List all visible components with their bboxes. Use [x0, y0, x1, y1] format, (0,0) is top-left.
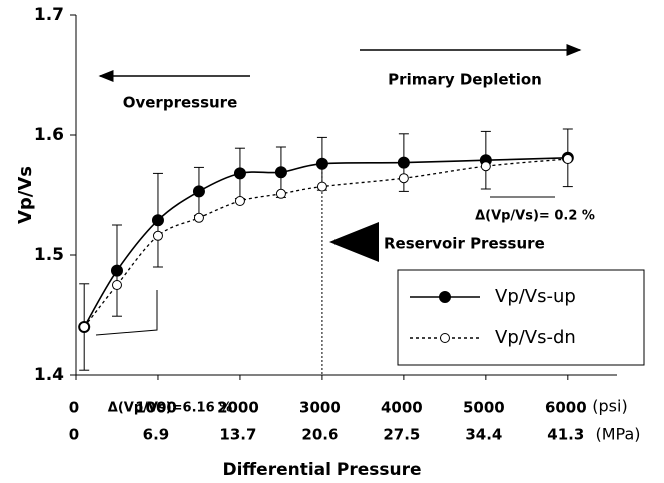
- annotation: Overpressure: [123, 94, 238, 112]
- x2-tick-label: 34.4: [465, 426, 502, 444]
- point: [193, 212, 204, 223]
- y-axis-label: Vp/Vs: [15, 166, 36, 224]
- x-tick-label: 3000: [299, 399, 341, 417]
- x2-tick-label: 13.7: [219, 426, 256, 444]
- point: [316, 181, 327, 192]
- x-tick-label: 1000: [135, 399, 177, 417]
- x-tick-label: 2000: [217, 399, 259, 417]
- annotation: Primary Depletion: [388, 71, 542, 89]
- x-unit: (psi): [592, 397, 627, 416]
- point: [79, 322, 90, 332]
- x2-tick-label: 20.6: [301, 426, 338, 444]
- x-tick-label: 5000: [463, 399, 505, 417]
- point: [398, 173, 409, 184]
- point: [152, 230, 163, 241]
- x2-tick-label: 41.3: [547, 426, 584, 444]
- point: [110, 264, 123, 277]
- point: [234, 196, 245, 206]
- x2-tick-label: 0: [69, 426, 79, 444]
- x-tick-label: 6000: [545, 399, 587, 417]
- x-axis-label: Differential Pressure: [222, 460, 421, 480]
- legend-marker: [439, 291, 451, 303]
- point: [275, 188, 286, 199]
- x2-unit: (MPa): [595, 425, 640, 444]
- point: [562, 154, 573, 164]
- point: [233, 167, 246, 180]
- series-line: [83, 157, 568, 328]
- point: [480, 161, 491, 172]
- point: [274, 166, 287, 179]
- point: [397, 156, 410, 169]
- point: [192, 185, 205, 198]
- legend-label: Vp/Vs-up: [495, 286, 576, 307]
- x2-tick-label: 6.9: [143, 426, 170, 444]
- y-tick-label: 1.5: [34, 245, 64, 265]
- x2-tick-label: 27.5: [383, 426, 420, 444]
- y-tick-label: 1.6: [34, 125, 64, 145]
- legend-label: Vp/Vs-dn: [495, 327, 576, 348]
- bracket: [95, 290, 158, 336]
- series-line: [83, 158, 568, 328]
- x-tick-label: 0: [69, 399, 79, 417]
- annotation: Reservoir Pressure: [384, 235, 545, 253]
- x-tick-label: 4000: [381, 399, 423, 417]
- annotation: Δ(Vp/Vs)= 0.2 %: [475, 209, 595, 224]
- y-tick-label: 1.7: [34, 5, 64, 25]
- legend-marker: [440, 333, 450, 343]
- point: [111, 280, 122, 290]
- legend: [397, 269, 645, 366]
- y-tick-label: 1.4: [34, 365, 64, 385]
- point: [151, 214, 164, 227]
- point: [315, 157, 328, 170]
- annotation: Δ(Vp/Vs)=6.16 %: [108, 401, 232, 416]
